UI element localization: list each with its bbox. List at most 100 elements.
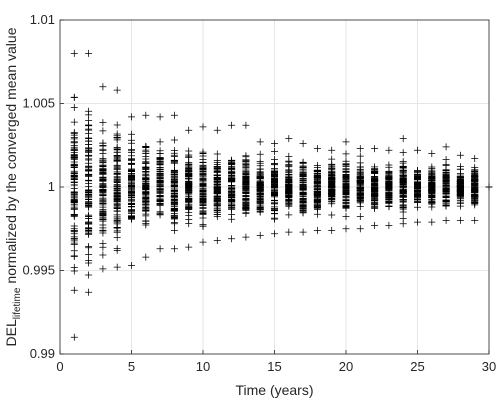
data-point [70,203,78,211]
data-point [142,185,150,193]
data-point [85,152,93,160]
data-point [342,171,350,179]
data-point [85,244,93,252]
data-point [185,208,193,216]
data-point [356,172,364,180]
data-point [299,203,307,211]
data-point [70,240,78,248]
data-point [328,175,336,183]
data-point [256,202,264,210]
data-point [170,111,178,119]
data-point [313,170,321,178]
data-point [371,186,379,194]
data-point [99,205,107,213]
data-point [399,179,407,187]
data-point [70,253,78,261]
data-point [414,174,421,182]
y-axis-label-main: DEL [3,319,19,346]
data-point [185,220,193,228]
data-point [128,214,135,222]
data-point [70,128,78,136]
data-point [356,152,364,160]
data-point [399,169,407,177]
data-point [328,211,336,219]
data-point [256,171,264,179]
x-tick-label: 10 [196,359,210,374]
data-point [170,227,178,235]
data-point [142,176,150,184]
data-point [356,165,364,173]
data-point [399,149,407,157]
data-point [170,173,178,181]
data-point [442,155,450,163]
data-point [385,179,393,187]
data-point [313,178,321,186]
data-point [428,150,436,158]
data-point [85,49,93,57]
data-point [128,174,135,182]
data-point [113,205,121,213]
data-point [242,233,250,241]
data-point [99,265,107,273]
data-point [99,142,107,150]
data-point [313,191,321,199]
data-point [85,271,93,279]
data-point [285,211,293,219]
data-point [242,162,250,170]
data-point [185,195,193,203]
data-point [185,183,193,191]
data-point [399,215,407,223]
data-point [213,174,221,182]
data-point [313,145,321,153]
data-point [428,163,436,171]
data-point [471,175,479,183]
data-point [156,182,164,190]
data-point [99,227,107,235]
data-point [70,93,78,101]
data-point [142,111,150,119]
data-point [328,197,336,205]
data-point [342,202,350,210]
data-point [342,178,350,186]
data-point [70,286,78,294]
data-point [85,220,93,228]
y-tick-label: 1.005 [22,96,55,111]
data-point [471,196,479,204]
data-point [356,196,364,204]
data-point [471,155,479,163]
data-point [285,228,293,236]
data-point [328,226,336,234]
data-point [199,196,207,204]
data-point [85,251,93,259]
y-axis-label: DELlifetime normalized by the converged m… [3,27,23,346]
data-point [313,226,321,234]
y-tick-labels: 0.99 0.995 1 1.005 1.01 [22,12,55,361]
data-point [471,168,479,176]
data-point [213,186,221,194]
data-point [199,161,207,169]
y-tick-label: 1.01 [30,12,55,27]
ticks [59,19,490,355]
data-point [128,168,135,176]
data-point [70,263,78,271]
data-point [70,234,78,242]
data-point [85,162,93,170]
data-point [228,157,236,165]
data-point [156,196,164,204]
data-point [113,146,121,154]
data-point [213,126,221,134]
data-point [156,208,164,216]
data-point [213,193,221,201]
data-point [199,204,207,212]
data-point [99,170,107,178]
data-point [313,201,321,209]
x-tick-label: 15 [267,359,281,374]
data-point [242,173,250,181]
data-point [113,130,121,138]
data-point [328,165,336,173]
data-point [70,172,78,180]
data-point [128,113,135,121]
data-point [342,225,350,233]
data-point [170,245,178,253]
data-point [128,149,135,157]
